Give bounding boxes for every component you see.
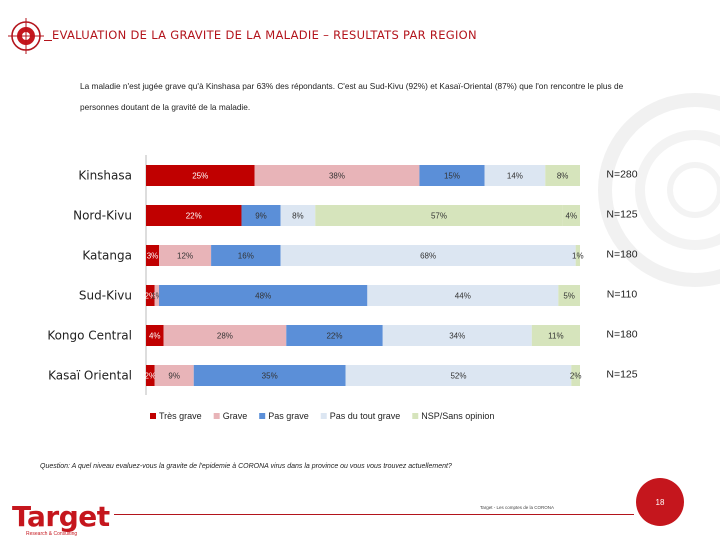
bar-segment (159, 245, 212, 266)
legend-swatch (320, 413, 327, 419)
category-label: Katanga (82, 249, 132, 263)
data-label: 9% (168, 372, 180, 381)
data-label: 5% (563, 292, 575, 301)
bar-segment (484, 165, 546, 186)
bar-segment (419, 165, 485, 186)
legend-swatch (412, 413, 419, 419)
brand-tagline: Research & Consulting (26, 531, 78, 537)
category-label: Sud-Kivu (79, 289, 132, 303)
bar-segment (280, 205, 316, 226)
data-label: 12% (177, 252, 193, 261)
bar-segment (562, 205, 580, 226)
legend-swatch (259, 413, 266, 419)
survey-question: Question: A quel niveau evaluez-vous la … (40, 463, 452, 470)
data-label: 8% (292, 212, 304, 221)
data-label: 2% (570, 372, 582, 381)
bar-segment (146, 245, 160, 266)
bar-segment (345, 365, 572, 386)
sample-size-label: N=280 (606, 169, 637, 181)
source-note: Target - Les comptes de la CORONA (480, 505, 555, 510)
page-number-badge: 18 (636, 478, 684, 526)
bar-segment (159, 285, 368, 306)
category-label: Kasaï Oriental (48, 369, 132, 383)
legend-label: NSP/Sans opinion (421, 411, 494, 421)
bar-segment (146, 165, 255, 186)
data-label: 14% (507, 172, 523, 181)
bar-segment (571, 365, 580, 386)
data-label: 28% (217, 332, 233, 341)
bar-segment (280, 245, 576, 266)
bar-segment (382, 325, 532, 346)
data-label: 68% (420, 252, 436, 261)
target-logo-icon (8, 18, 44, 54)
data-label: 22% (326, 332, 342, 341)
bar-segment (241, 205, 281, 226)
data-label: 11% (548, 332, 563, 341)
page-title: EVALUATION DE LA GRAVITE DE LA MALADIE –… (52, 28, 477, 42)
title-rule (44, 40, 52, 41)
stacked-bar-chart: Kinshasa 25% 38% 15% 14% 8% N=280 Nord-Kivu 22% 9… (47, 155, 638, 421)
legend-label: Pas du tout grave (330, 411, 401, 421)
bar-segment (575, 245, 580, 266)
category-label: Kongo Central (47, 329, 132, 343)
bar-segment (286, 325, 383, 346)
data-label: 48% (255, 292, 271, 301)
bar-segment (146, 285, 155, 306)
data-label: 57% (431, 212, 447, 221)
data-label: 1% (572, 252, 584, 261)
brand-logo: Target (12, 500, 110, 533)
data-label: 4% (149, 332, 161, 341)
data-label: 15% (444, 172, 460, 181)
data-label: 35% (262, 372, 278, 381)
intro-text: La maladie n'est jugée grave qu'à Kinsha… (80, 81, 624, 112)
data-label: 1% (151, 292, 163, 301)
legend-swatch (213, 413, 220, 419)
data-label: 22% (186, 212, 202, 221)
footer-rule (114, 514, 634, 515)
data-label: 34% (449, 332, 465, 341)
bar-segment (315, 205, 563, 226)
background-decoration (598, 93, 720, 287)
sample-size-label: N=125 (606, 209, 637, 221)
sample-size-label: N=180 (606, 329, 637, 341)
data-label: 8% (557, 172, 569, 181)
data-label: 38% (329, 172, 345, 181)
sample-size-label: N=180 (606, 249, 637, 261)
bar-segment (163, 325, 287, 346)
bar-segment (146, 205, 242, 226)
category-label: Kinshasa (78, 169, 132, 183)
legend-label: Grave (223, 411, 248, 421)
bar-segment (154, 365, 194, 386)
data-label: 52% (450, 372, 466, 381)
sample-size-label: N=110 (607, 289, 638, 301)
bar-segment (154, 285, 160, 306)
data-label: 3% (147, 252, 159, 261)
data-label: 4% (566, 212, 578, 221)
bar-segment (558, 285, 580, 306)
bar-segment (254, 165, 420, 186)
data-label: 25% (192, 172, 208, 181)
legend-label: Pas grave (268, 411, 309, 421)
page-number: 18 (655, 497, 665, 507)
legend-label: Très grave (159, 411, 202, 421)
data-label: 9% (255, 212, 267, 221)
bar-segment (146, 325, 164, 346)
bar-segment (211, 245, 281, 266)
legend-swatch (150, 413, 156, 419)
data-label: 44% (455, 292, 471, 301)
sample-size-label: N=125 (606, 369, 637, 381)
bar-segment (193, 365, 346, 386)
data-label: 16% (238, 252, 254, 261)
category-label: Nord-Kivu (73, 209, 132, 223)
bar-segment (146, 365, 155, 386)
bar-segment (531, 325, 580, 346)
data-label: 2% (145, 292, 157, 301)
bar-segment (367, 285, 559, 306)
bar-segment (545, 165, 580, 186)
data-label: 2% (145, 372, 157, 381)
